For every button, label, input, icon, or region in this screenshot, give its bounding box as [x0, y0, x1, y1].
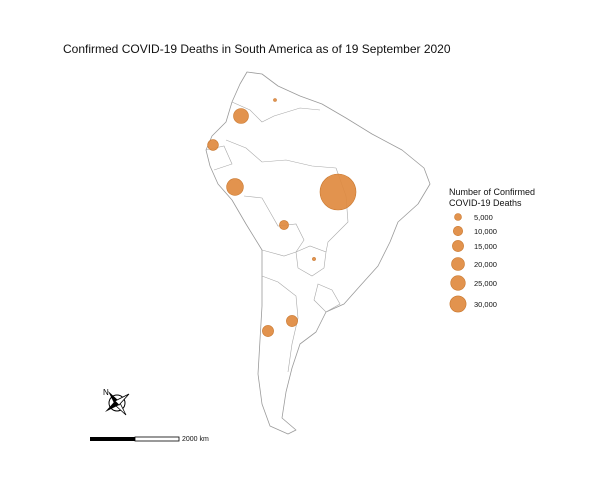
south-america-landmass — [205, 71, 431, 435]
bubble-bolivia — [279, 220, 289, 230]
legend-bubble-15000 — [452, 240, 464, 252]
legend-symbols — [449, 213, 467, 313]
compass-rose-icon — [105, 391, 130, 416]
death-bubbles — [207, 98, 357, 337]
legend-label-10000: 10,000 — [474, 227, 497, 236]
legend-bubble-5000 — [454, 213, 462, 221]
legend-bubble-25000 — [450, 275, 466, 291]
legend-title-line1: Number of Confirmed — [449, 187, 536, 197]
scale-bar — [90, 436, 180, 442]
legend-label-30000: 30,000 — [474, 300, 497, 309]
bubble-argentina — [286, 315, 298, 327]
legend-title: Number of Confirmed COVID-19 Deaths — [449, 187, 569, 209]
scale-bar-label: 2000 km — [182, 436, 209, 443]
legend-label-5000: 5,000 — [474, 213, 493, 222]
bubble-venezuela — [273, 98, 277, 102]
legend-bubble-20000 — [451, 257, 465, 271]
bubble-brazil — [319, 173, 357, 211]
bubble-chile — [262, 325, 274, 337]
bubble-colombia — [233, 108, 249, 124]
legend-label-25000: 25,000 — [474, 279, 497, 288]
bubble-paraguay — [312, 257, 316, 261]
bubble-peru — [226, 178, 244, 196]
legend-bubble-30000 — [449, 295, 467, 313]
map-title: Confirmed COVID-19 Deaths in South Ameri… — [63, 42, 451, 56]
north-label: N — [103, 388, 109, 397]
legend-title-line2: COVID-19 Deaths — [449, 198, 522, 208]
legend-label-15000: 15,000 — [474, 242, 497, 251]
bubble-ecuador — [207, 139, 219, 151]
legend-label-20000: 20,000 — [474, 260, 497, 269]
legend-bubble-10000 — [452, 226, 463, 237]
